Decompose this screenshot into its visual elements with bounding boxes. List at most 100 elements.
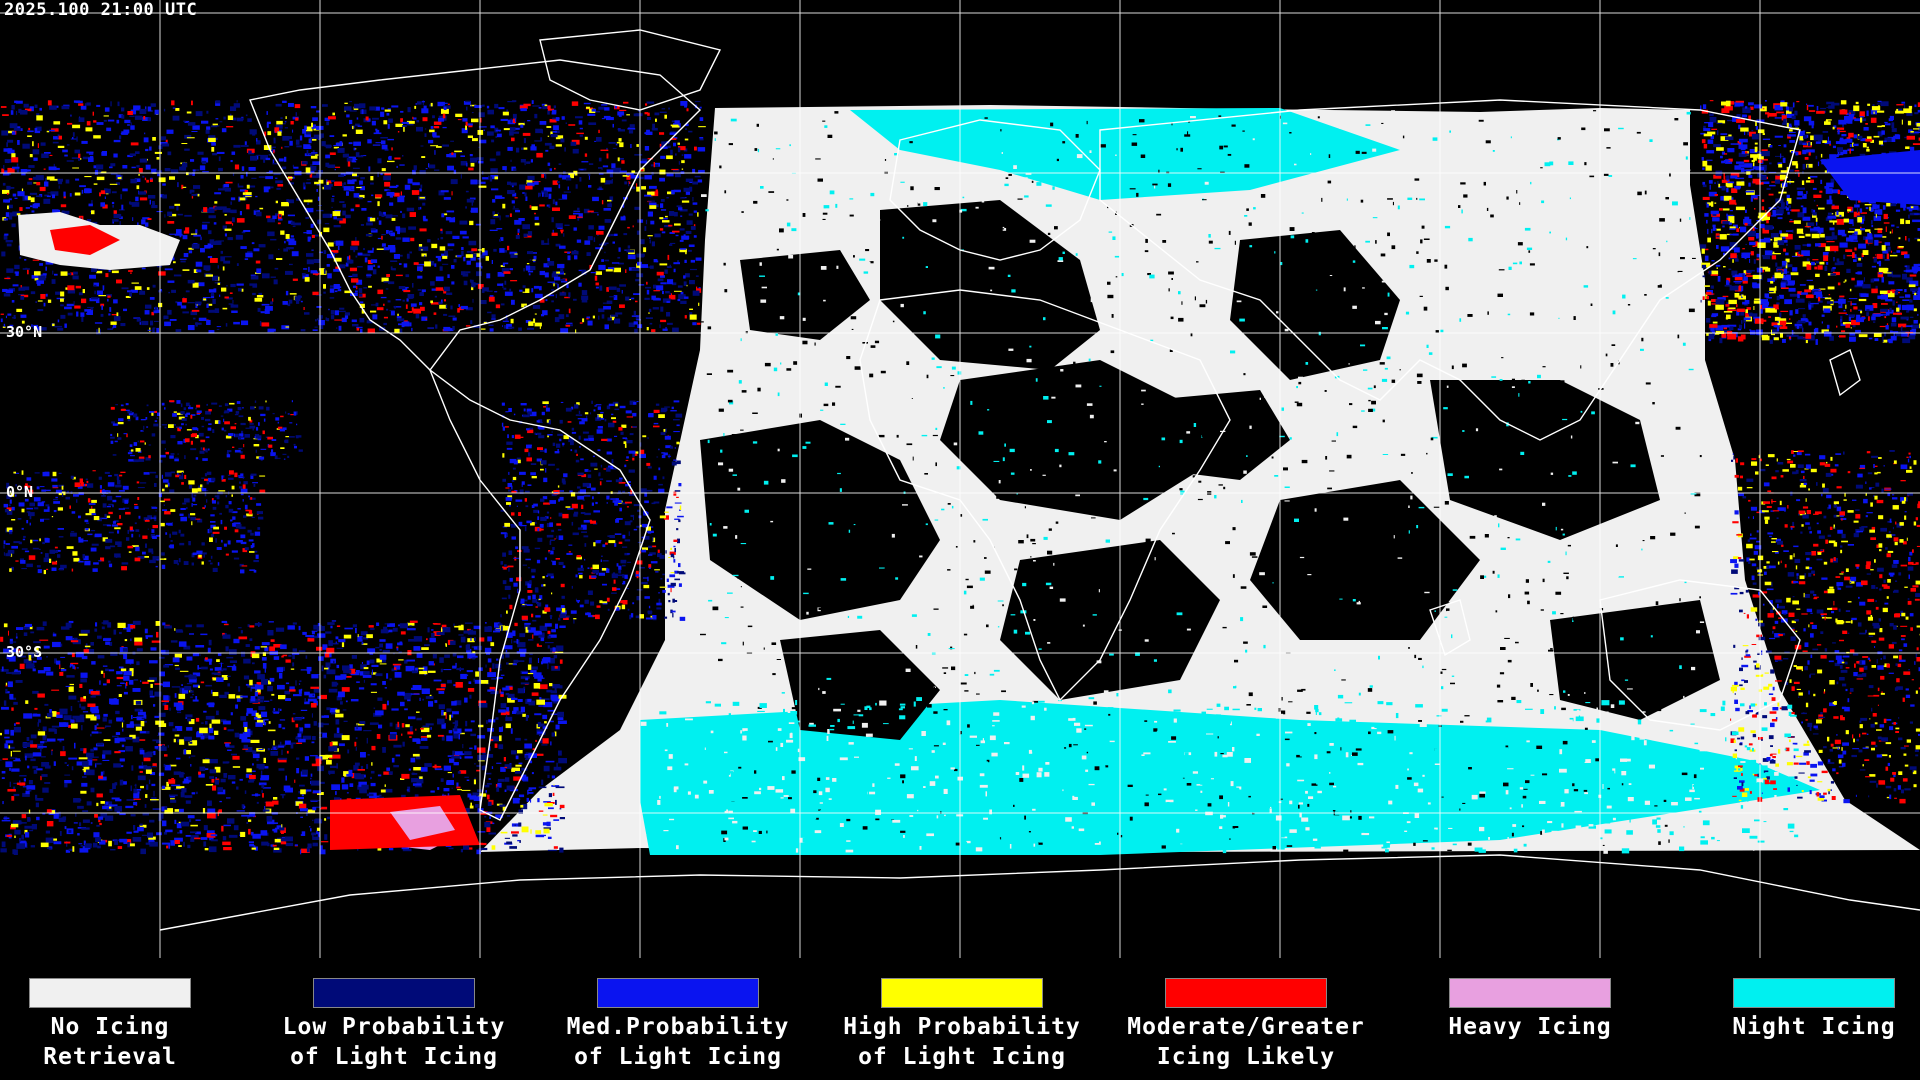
icing-speckle [36, 816, 40, 821]
icing-speckle [537, 537, 543, 542]
icing-speckle [231, 217, 235, 223]
icing-speckle [107, 482, 115, 487]
icing-speckle [195, 322, 198, 327]
icing-speckle [223, 847, 232, 851]
icing-speckle [534, 181, 539, 185]
icing-speckle [439, 657, 444, 663]
icing-speckle [239, 486, 243, 489]
icing-speckle [272, 298, 274, 302]
icing-speckle [679, 248, 687, 253]
icing-speckle [506, 815, 510, 817]
icing-speckle [355, 148, 357, 150]
icing-speckle [425, 168, 428, 170]
icing-speckle [136, 481, 140, 484]
icing-speckle [540, 422, 543, 424]
icing-speckle [600, 149, 609, 151]
icing-speckle [615, 403, 618, 407]
icing-speckle [317, 765, 324, 772]
icing-speckle [27, 196, 31, 201]
icing-speckle [645, 286, 651, 289]
icing-speckle [420, 145, 424, 147]
icing-speckle [666, 197, 669, 199]
icing-speckle [369, 722, 379, 725]
icing-speckle [481, 248, 485, 253]
icing-speckle [608, 403, 614, 406]
icing-speckle [461, 247, 464, 251]
icing-speckle [549, 615, 553, 617]
icing-speckle [628, 130, 634, 134]
icing-speckle [606, 467, 611, 472]
icing-speckle [218, 188, 225, 191]
icing-speckle [37, 280, 41, 286]
icing-speckle [678, 572, 686, 575]
icing-speckle [648, 202, 657, 206]
icing-speckle [161, 564, 166, 569]
icing-speckle [551, 273, 559, 278]
icing-speckle [598, 167, 603, 169]
icing-speckle [546, 294, 555, 297]
icing-speckle [360, 177, 365, 180]
icing-speckle [249, 812, 256, 817]
icing-speckle [214, 730, 219, 735]
icing-speckle [227, 237, 233, 241]
icing-speckle [646, 327, 649, 331]
icing-speckle [186, 137, 195, 139]
icing-speckle [674, 578, 680, 581]
icing-speckle [277, 184, 284, 187]
icing-speckle [262, 793, 264, 798]
icing-speckle [119, 813, 126, 816]
icing-speckle [45, 504, 50, 507]
icing-speckle [550, 616, 552, 620]
icing-speckle [7, 148, 13, 152]
icing-speckle [670, 547, 672, 550]
icing-speckle [616, 287, 621, 292]
icing-speckle [550, 690, 557, 694]
icing-speckle [627, 553, 631, 555]
icing-speckle [250, 274, 256, 276]
icing-speckle [134, 503, 138, 506]
icing-speckle [98, 476, 102, 480]
icing-speckle [323, 268, 326, 274]
icing-speckle [670, 149, 673, 155]
icing-speckle [382, 649, 390, 653]
icing-speckle [119, 209, 125, 211]
icing-speckle [183, 253, 189, 258]
icing-speckle [171, 100, 175, 106]
icing-speckle [3, 165, 5, 170]
icing-speckle [133, 793, 140, 799]
icing-speckle [263, 188, 269, 193]
icing-speckle [149, 297, 155, 300]
icing-speckle [534, 222, 540, 226]
icing-speckle [596, 605, 601, 608]
icing-speckle [3, 700, 7, 706]
icing-speckle [77, 833, 80, 836]
icing-speckle [371, 672, 377, 675]
icing-speckle [618, 565, 622, 570]
icing-speckle [181, 472, 183, 477]
icing-speckle [3, 293, 11, 297]
icing-speckle [517, 459, 521, 464]
icing-speckle [224, 214, 227, 216]
icing-speckle [572, 532, 579, 536]
icing-speckle [560, 583, 565, 588]
icing-speckle [558, 561, 564, 565]
icing-speckle [316, 173, 322, 177]
icing-speckle [87, 306, 94, 308]
icing-speckle [214, 308, 220, 313]
icing-speckle [522, 713, 526, 717]
icing-speckle [447, 165, 454, 171]
icing-speckle [195, 229, 198, 234]
icing-speckle [311, 674, 319, 679]
icing-speckle [666, 300, 670, 303]
icing-speckle [541, 240, 545, 245]
icing-speckle [443, 765, 451, 771]
icing-speckle [677, 538, 680, 544]
icing-speckle [581, 295, 589, 300]
icing-speckle [541, 174, 544, 178]
icing-speckle [547, 434, 553, 436]
icing-speckle [201, 561, 204, 565]
icing-speckle [215, 101, 221, 106]
icing-speckle [211, 293, 214, 297]
icing-speckle [424, 128, 427, 130]
icing-speckle [422, 698, 424, 701]
